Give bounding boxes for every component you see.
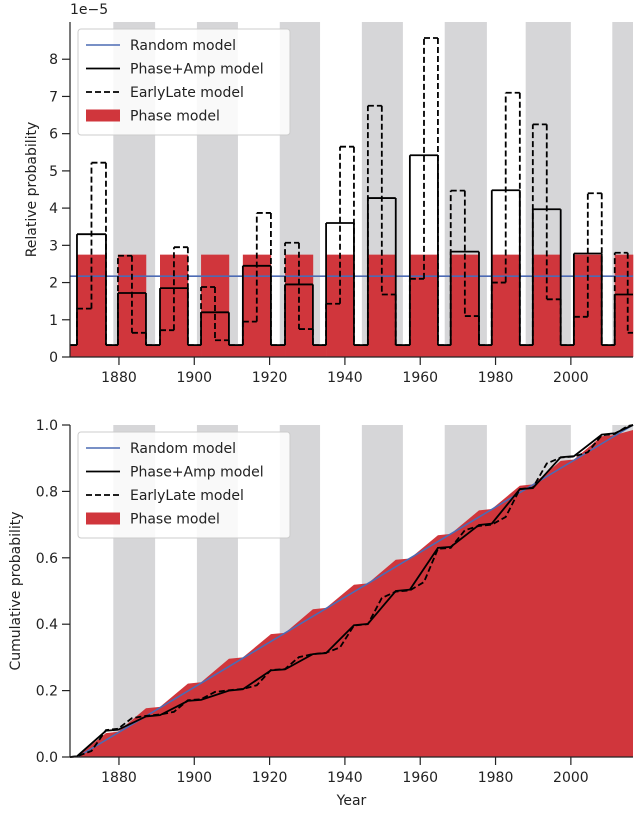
y-tick-label: 5	[49, 164, 58, 180]
y-tick-label: 2	[49, 276, 58, 292]
legend-box	[77, 431, 291, 539]
step-bar	[450, 254, 480, 357]
step-bar	[395, 345, 411, 357]
x-tick-label: 1960	[402, 370, 438, 386]
step-bar	[105, 345, 119, 357]
step-bar	[353, 345, 369, 357]
legend-label: Phase+Amp model	[130, 465, 264, 481]
legend-box	[77, 28, 291, 136]
y-tick-label: 3	[49, 238, 58, 254]
step-bar	[242, 254, 272, 357]
step-bar	[160, 254, 189, 357]
step-bar	[228, 345, 244, 357]
x-tick-label: 1960	[402, 770, 438, 786]
legend-label: EarlyLate model	[130, 488, 244, 504]
x-tick-label: 1920	[252, 770, 288, 786]
y-axis-label: Cumulative probability	[8, 511, 24, 670]
legend-swatch	[86, 109, 120, 122]
step-bar	[601, 345, 616, 357]
x-tick-label: 1940	[327, 770, 363, 786]
x-tick-label: 1980	[478, 370, 514, 386]
y-tick-label: 1.0	[36, 418, 58, 434]
step-bar	[270, 345, 286, 357]
offset-label: 1e−5	[70, 2, 108, 18]
x-axis-label: Year	[336, 793, 367, 809]
legend-label: EarlyLate model	[130, 85, 244, 101]
legend-label: Random model	[130, 441, 236, 457]
x-tick-label: 1880	[101, 770, 137, 786]
x-tick-label: 1940	[327, 370, 363, 386]
step-bar	[326, 254, 355, 357]
step-bar	[478, 345, 493, 357]
step-bar	[560, 345, 575, 357]
step-bar	[312, 345, 327, 357]
x-tick-label: 1920	[252, 370, 288, 386]
x-tick-label: 1900	[176, 770, 212, 786]
y-tick-label: 7	[49, 89, 58, 105]
step-bar	[70, 345, 78, 357]
step-bar	[437, 345, 452, 357]
x-tick-label: 1880	[101, 370, 137, 386]
line	[69, 424, 634, 758]
y-tick-label: 4	[49, 201, 58, 217]
legend-label: Phase model	[130, 512, 220, 528]
step-bar	[145, 345, 161, 357]
y-tick-label: 6	[49, 127, 58, 143]
x-tick-label: 2000	[553, 370, 589, 386]
x-tick-label: 2000	[553, 770, 589, 786]
step-bar	[187, 345, 202, 357]
x-tick-label: 1900	[176, 370, 212, 386]
y-tick-label: 0.4	[36, 617, 58, 633]
x-tick-label: 1980	[478, 770, 514, 786]
legend-label: Phase+Amp model	[130, 62, 264, 78]
y-axis-label: Relative probability	[24, 122, 40, 258]
legend-label: Random model	[130, 38, 236, 54]
legend-swatch	[86, 512, 120, 525]
y-tick-label: 8	[49, 52, 58, 68]
y-tick-label: 0.2	[36, 684, 58, 700]
legend-label: Phase model	[130, 109, 220, 125]
y-tick-label: 0.8	[36, 484, 58, 500]
y-tick-label: 0.6	[36, 551, 58, 567]
step-bar	[519, 345, 534, 357]
step-bar	[409, 254, 439, 357]
y-tick-label: 1	[49, 313, 58, 329]
step-bar	[614, 254, 634, 357]
y-tick-label: 0.0	[36, 750, 58, 766]
y-tick-label: 0	[49, 350, 58, 366]
